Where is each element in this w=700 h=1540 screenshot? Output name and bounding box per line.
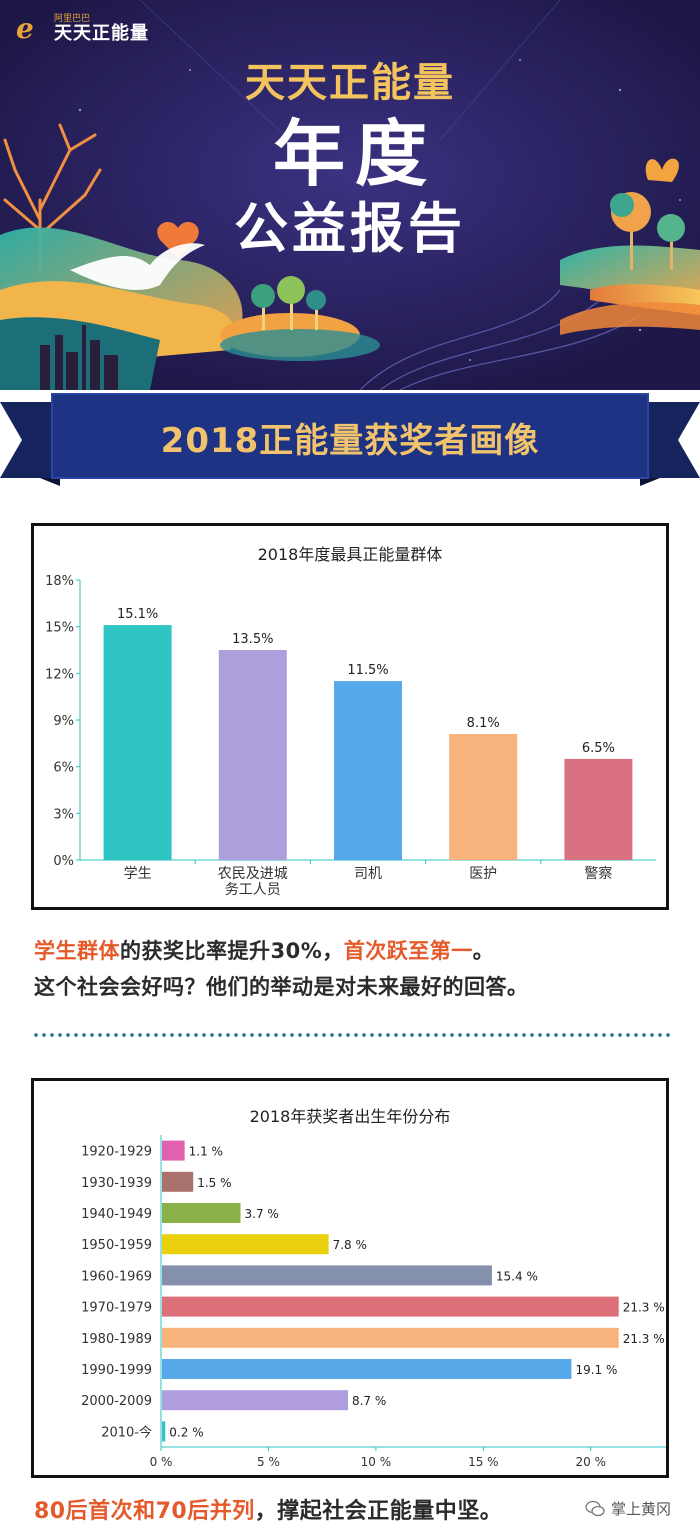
bar-value-label: 13.5%: [232, 632, 273, 647]
x-tick-label: 0 %: [150, 1455, 173, 1469]
bar-value-label: 15.1%: [117, 607, 158, 622]
y-tick-label: 15%: [45, 621, 74, 636]
title-line-1: 天天正能量: [245, 60, 455, 106]
bar: [162, 1140, 185, 1161]
x-tick-label: 学生: [124, 866, 152, 882]
bar: [162, 1390, 348, 1411]
dotted-divider: [32, 1033, 672, 1037]
banner-illustration: [0, 0, 700, 390]
bar-value-label: 21.3 %: [623, 1332, 665, 1346]
section-ribbon: 2018正能量获奖者画像: [0, 390, 700, 490]
caption-1-line-2: 这个社会会好吗？他们的举动是对未来最好的回答。: [34, 975, 529, 999]
x-tick-label: 5 %: [257, 1455, 280, 1469]
bar-value-label: 1.1 %: [189, 1145, 223, 1159]
bar: [162, 1327, 619, 1348]
bar-value-label: 8.1%: [467, 716, 500, 731]
caption-2: 80后首次和70后并列，撑起社会正能量中坚。: [34, 1493, 502, 1525]
caption-text: 。: [472, 939, 495, 963]
y-tick-label: 2010-今: [101, 1424, 152, 1440]
bar-value-label: 21.3 %: [623, 1301, 665, 1315]
report-title: 天天正能量 年度 公益报告: [0, 55, 700, 261]
logo-main-text: 天天正能量: [54, 23, 149, 44]
y-tick-label: 1950-1959: [81, 1238, 152, 1253]
horizontal-bar-chart: 0 % 5 % 10 % 15 % 20 % 1.1 % 1920-1929 1.5 % 193…: [81, 1135, 666, 1469]
caption-text: ，撑起社会正能量中坚。: [254, 1499, 503, 1524]
y-tick-label: 1980-1989: [81, 1332, 152, 1347]
logo-small-text: 阿里巴巴: [54, 14, 91, 24]
bar: [218, 650, 287, 860]
y-tick-label: 18%: [45, 574, 74, 589]
chart-box-groups: 2018年度最具正能量群体 0% 3% 6% 9% 12% 15% 18% 15.1% 学生 13…: [31, 523, 669, 910]
y-tick-label: 9%: [53, 714, 74, 729]
y-tick-label: 1990-1999: [81, 1363, 152, 1378]
watermark: 掌上黄冈: [585, 1498, 671, 1519]
bar: [162, 1421, 166, 1442]
bar: [162, 1203, 241, 1223]
bar: [162, 1234, 329, 1255]
x-tick-label: 医护: [469, 866, 497, 882]
y-tick-label: 1920-1929: [81, 1145, 152, 1160]
x-tick-label: 20 %: [576, 1455, 607, 1469]
bar: [162, 1296, 619, 1317]
bar-value-label: 8.7 %: [352, 1394, 386, 1408]
y-tick-label: 0%: [53, 854, 74, 869]
header-banner: e 阿里巴巴 天天正能量 天天正能量 年度 公益报告: [0, 0, 700, 390]
caption-highlight: 80后首次和70后并列: [34, 1499, 255, 1524]
y-tick-label: 1970-1979: [81, 1301, 152, 1316]
y-tick-label: 1930-1939: [81, 1176, 152, 1191]
bar: [334, 681, 402, 860]
y-tick-label: 6%: [53, 761, 74, 776]
section-title: 2018正能量获奖者画像: [160, 421, 540, 461]
bar-value-label: 19.1 %: [575, 1363, 617, 1377]
wechat-icon: [585, 1500, 605, 1516]
y-tick-label: 3%: [53, 807, 74, 822]
y-tick-label: 12%: [45, 667, 74, 682]
x-tick-label: 10 %: [361, 1455, 392, 1469]
bar-value-label: 0.2 %: [169, 1425, 203, 1439]
x-tick-label: 司机: [354, 866, 382, 882]
bar-value-label: 1.5 %: [197, 1176, 231, 1190]
bar: [162, 1359, 572, 1379]
chart-box-birth-years: 2018年获奖者出生年份分布 0 % 5 % 10 % 15 % 20 % 1.1 % 19…: [31, 1078, 669, 1478]
bar-value-label: 11.5%: [347, 663, 388, 678]
bar-value-label: 6.5%: [582, 741, 615, 756]
x-tick-label: 15 %: [468, 1455, 499, 1469]
bar: [162, 1265, 492, 1286]
x-tick-label: 警察: [584, 865, 612, 882]
chart-title: 2018年度最具正能量群体: [257, 545, 443, 564]
alibaba-logo: e 阿里巴巴 天天正能量: [16, 14, 149, 44]
x-tick-label: 农民及进城务工人员: [218, 866, 288, 898]
caption-1-line-1: 学生群体的获奖比率提升30%，首次跃至第一。: [34, 935, 494, 965]
y-tick-label: 1960-1969: [81, 1269, 152, 1284]
watermark-text: 掌上黄冈: [611, 1500, 672, 1518]
bar: [103, 625, 172, 860]
bar: [449, 734, 518, 860]
vertical-bar-chart: 0% 3% 6% 9% 12% 15% 18% 15.1% 学生 13.5% 农民及进城务工人员 11…: [45, 574, 656, 898]
y-tick-label: 1940-1949: [81, 1207, 152, 1222]
title-line-2: 年度: [272, 112, 437, 196]
alibaba-mark-icon: e: [16, 12, 34, 45]
bar-value-label: 15.4 %: [496, 1269, 538, 1283]
y-tick-label: 2000-2009: [81, 1394, 152, 1409]
caption-highlight: 首次跃至第一: [343, 939, 473, 963]
bar: [162, 1171, 194, 1192]
chart-title: 2018年获奖者出生年份分布: [249, 1107, 451, 1126]
title-line-3: 公益报告: [234, 197, 466, 260]
ribbon-shape: [0, 393, 700, 486]
bar-value-label: 3.7 %: [245, 1207, 279, 1221]
caption-highlight: 学生群体: [34, 939, 120, 963]
caption-text: 的获奖比率提升30%，: [120, 939, 344, 963]
bar-value-label: 7.8 %: [333, 1238, 367, 1252]
bar: [564, 758, 633, 860]
